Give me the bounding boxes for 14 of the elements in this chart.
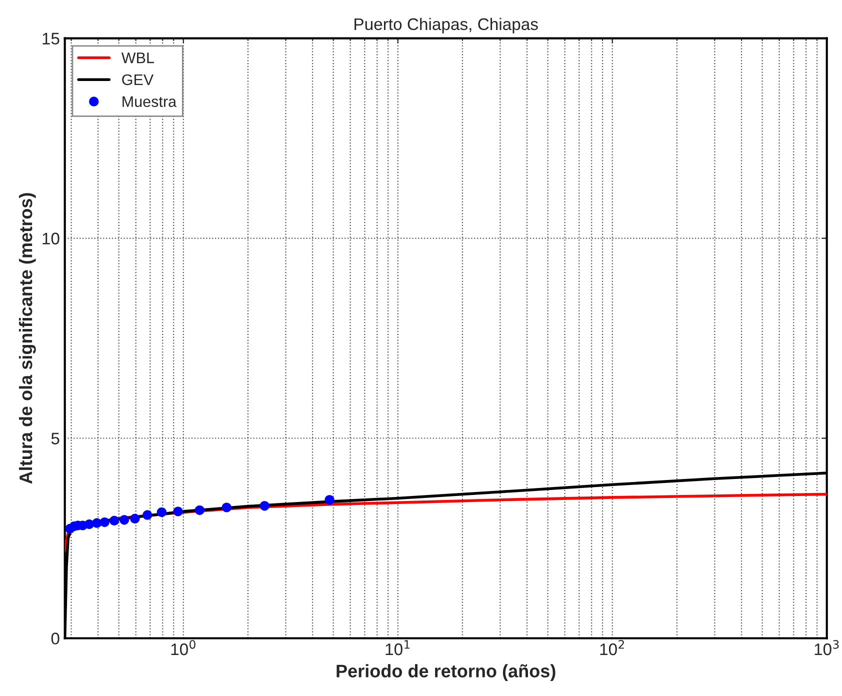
x-axis-title: Periodo de retorno (años) [336, 664, 556, 682]
x-tick-label: 10$^{0}$ [171, 640, 196, 656]
chart-title: Puerto Chiapas, Chiapas [354, 18, 538, 34]
y-tick-label: 10 [42, 232, 60, 244]
legend-label: WBL [121, 52, 154, 64]
legend-label: Muestra [122, 96, 177, 108]
y-axis-title: Altura de ola significante (metros) [18, 193, 36, 484]
y-tick-label: 15 [42, 32, 60, 44]
x-tick-label: 10$^{2}$ [600, 640, 624, 656]
x-tick-label: 10$^{3}$ [814, 640, 839, 656]
y-tick-label: 5 [51, 432, 60, 444]
x-tick-label: 10$^{1}$ [386, 640, 410, 656]
y-tick-label: 0 [51, 632, 60, 644]
legend-label: GEV [122, 74, 154, 86]
